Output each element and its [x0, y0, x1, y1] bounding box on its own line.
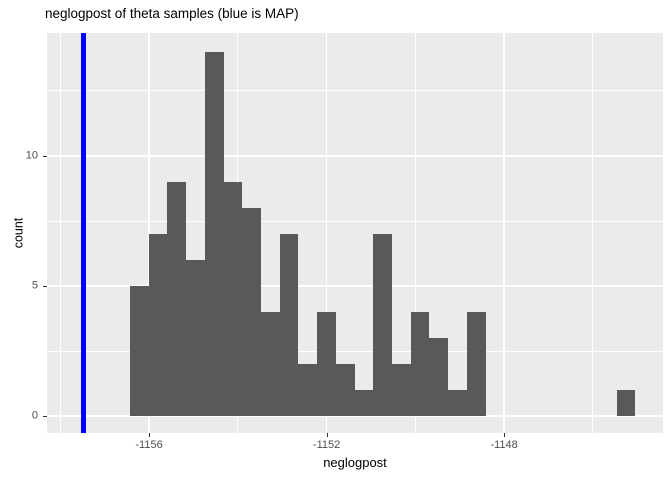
y-major-gridline — [47, 155, 663, 157]
x-tick-label: -1148 — [490, 439, 518, 451]
histogram-bar — [429, 338, 449, 417]
y-minor-gridline — [47, 220, 663, 222]
x-minor-gridline — [414, 33, 416, 433]
plot-panel — [47, 33, 663, 433]
x-tick-label: -1152 — [312, 439, 341, 451]
histogram-bar — [298, 364, 318, 417]
x-major-gridline — [325, 33, 328, 433]
y-axis-title: count — [11, 217, 26, 249]
histogram-bar — [242, 208, 261, 417]
x-minor-gridline — [592, 33, 594, 433]
x-tick-label: -1156 — [135, 439, 163, 451]
map-line — [81, 33, 87, 433]
histogram-bar — [317, 312, 336, 417]
y-tick-label: 0 — [31, 409, 38, 422]
histogram-bar — [335, 364, 355, 417]
x-axis-title: neglogpost — [323, 455, 387, 470]
histogram-bar — [448, 390, 467, 417]
histogram-bar — [260, 312, 280, 417]
y-tick-mark — [43, 416, 47, 418]
histogram-bar — [223, 182, 243, 417]
histogram-bar — [129, 286, 149, 417]
histogram-bar — [466, 312, 486, 417]
histogram-bar — [392, 364, 411, 417]
y-tick-label: 5 — [31, 279, 38, 292]
x-tick-mark — [504, 433, 506, 437]
histogram-bar — [279, 234, 299, 417]
histogram-bar — [373, 234, 392, 417]
plot-title: neglogpost of theta samples (blue is MAP… — [45, 6, 299, 21]
y-minor-gridline — [47, 90, 663, 92]
histogram-bar — [204, 51, 224, 417]
y-minor-gridline — [47, 350, 663, 352]
y-tick-label: 10 — [25, 149, 38, 162]
histogram-bar — [410, 312, 430, 417]
histogram-bar — [186, 260, 205, 417]
x-tick-mark — [149, 433, 151, 437]
histogram-bar — [148, 234, 168, 417]
x-major-gridline — [503, 33, 505, 433]
x-tick-mark — [326, 433, 328, 437]
histogram-bar — [354, 390, 374, 417]
x-major-gridline — [148, 33, 150, 433]
histogram-bar — [616, 390, 636, 417]
y-tick-mark — [43, 156, 47, 158]
x-minor-gridline — [59, 33, 61, 433]
y-tick-mark — [43, 286, 47, 288]
y-major-gridline — [47, 285, 663, 287]
y-major-gridline — [47, 415, 663, 417]
histogram-bar — [167, 182, 187, 417]
